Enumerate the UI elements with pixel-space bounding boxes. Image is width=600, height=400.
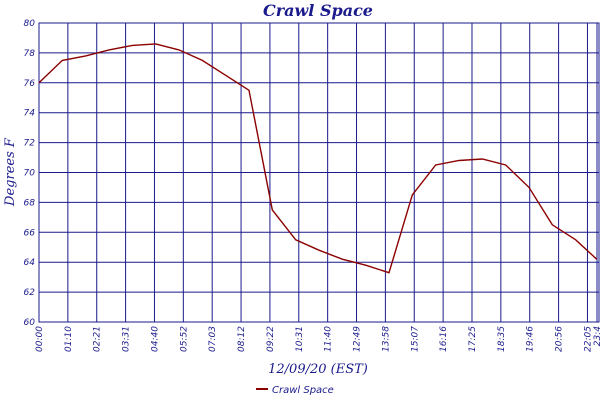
x-tick-label: 18:35	[497, 326, 507, 352]
grid	[38, 22, 600, 323]
x-axis-label: 12/09/20 (EST)	[268, 362, 368, 377]
y-tick-label: 70	[24, 169, 36, 179]
y-tick-label: 80	[24, 19, 36, 29]
y-tick-label: 64	[24, 258, 36, 268]
x-tick-label: 15:07	[410, 326, 420, 352]
y-axis-label: Degrees F	[3, 137, 18, 207]
x-tick-label: 10:31	[295, 326, 305, 352]
y-tick-label: 72	[24, 139, 36, 149]
x-tick-label: 12:49	[353, 326, 363, 352]
series-line	[38, 43, 598, 274]
x-tick-label: 13:58	[381, 326, 391, 352]
y-tick-label: 62	[24, 288, 36, 298]
plot-frame	[38, 22, 600, 323]
legend: Crawl Space	[256, 385, 334, 396]
chart-title: Crawl Space	[263, 1, 373, 20]
x-tick-label: 07:03	[208, 326, 218, 352]
y-tick-label: 68	[24, 198, 36, 208]
y-tick-label: 74	[24, 109, 36, 119]
x-tick-label: 22:05	[583, 326, 593, 352]
y-tick-label: 78	[24, 49, 36, 59]
x-tick-label: 03:31	[122, 326, 132, 352]
series-group	[38, 43, 598, 274]
x-tick-label: 00:00	[35, 326, 45, 352]
y-tick-label: 60	[24, 318, 36, 328]
x-tick-label: 19:46	[526, 326, 536, 352]
x-tick-label: 05:52	[179, 326, 189, 352]
x-tick-label: 04:40	[150, 326, 160, 352]
x-tick-label: 02:21	[93, 326, 103, 352]
x-tick-label: 01:10	[64, 326, 74, 352]
x-tick-label: 23:4	[593, 326, 600, 346]
x-tick-label: 17:25	[468, 326, 478, 352]
x-tick-label: 20:56	[555, 326, 565, 352]
x-tick-labels: 00:00 01:10 02:21 03:31 04:40 05:52 07:03 08:12…	[35, 326, 600, 352]
y-tick-labels: 60 62 64 66 68 70 72 74 76 78 80	[24, 19, 36, 328]
x-tick-label: 16:16	[439, 326, 449, 352]
x-tick-label: 11:40	[324, 326, 334, 352]
y-tick-label: 76	[24, 79, 36, 89]
y-tick-label: 66	[24, 228, 36, 238]
x-tick-label: 09:22	[266, 326, 276, 352]
x-tick-label: 08:12	[237, 326, 247, 352]
legend-label: Crawl Space	[272, 385, 334, 396]
